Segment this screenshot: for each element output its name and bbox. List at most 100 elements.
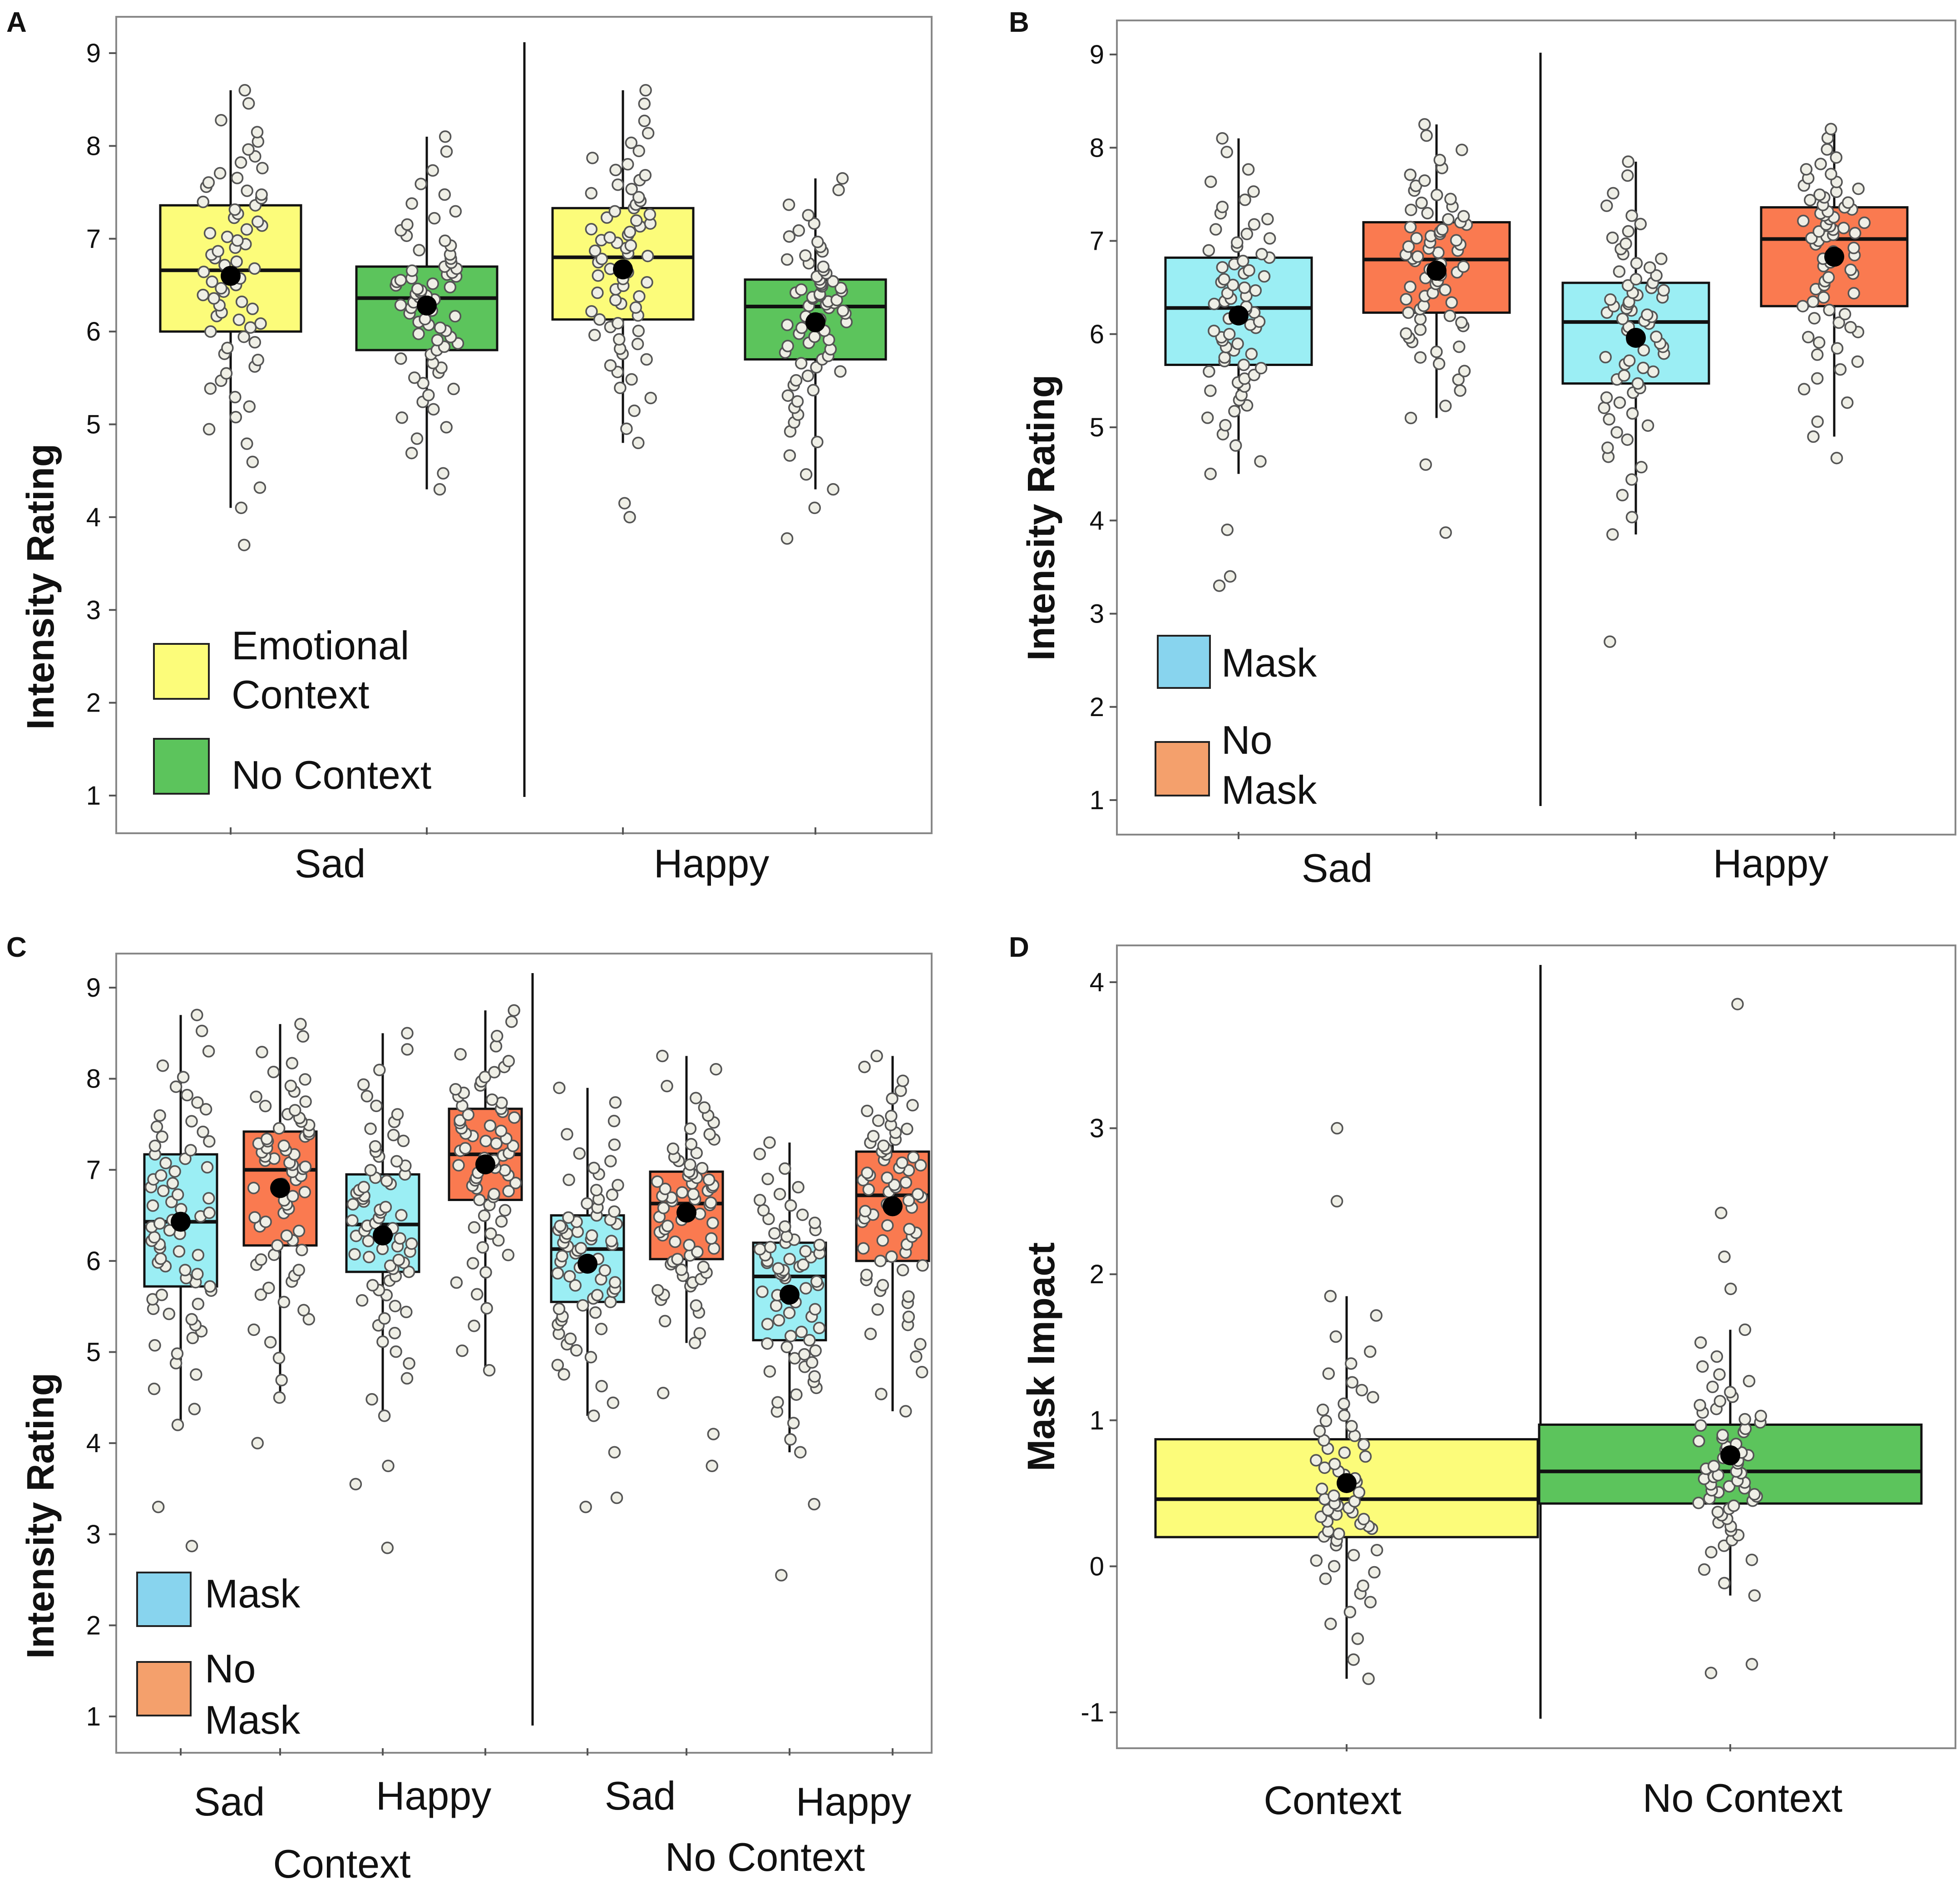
data-point <box>1625 209 1638 222</box>
data-point <box>1405 203 1417 216</box>
box-no-context-happy-mask <box>752 1136 827 1582</box>
data-point <box>1351 1632 1364 1645</box>
data-point <box>154 1252 167 1265</box>
data-point <box>492 1234 505 1247</box>
data-point <box>621 158 634 171</box>
group-label-happy: Happy <box>654 841 769 886</box>
data-point <box>439 130 452 143</box>
panel-label: D <box>1009 932 1029 963</box>
data-point <box>267 1066 280 1078</box>
y-tick-label: 3 <box>86 1520 101 1549</box>
data-point <box>803 1334 816 1347</box>
data-point <box>1797 383 1811 396</box>
data-point <box>1331 1122 1343 1135</box>
data-point <box>148 1339 161 1352</box>
data-point <box>1414 351 1427 364</box>
data-point <box>836 304 849 317</box>
data-point <box>899 1176 913 1189</box>
y-tick-label: 1 <box>86 781 101 811</box>
data-point <box>1708 1459 1720 1473</box>
data-point <box>433 483 446 496</box>
panel-a: A Intensity Rating 1 2 3 4 5 6 7 8 9 Emotional C… <box>6 7 933 886</box>
data-point <box>1231 236 1244 249</box>
data-point <box>1831 342 1844 355</box>
box-happy-mask <box>1561 155 1710 648</box>
data-point <box>782 198 795 211</box>
data-point <box>1738 1323 1752 1336</box>
data-point <box>1439 526 1452 539</box>
data-point <box>585 223 598 236</box>
data-point <box>661 1080 673 1093</box>
data-point <box>1834 363 1847 376</box>
data-point <box>764 1241 777 1254</box>
data-point <box>1226 278 1239 292</box>
data-point <box>454 1048 467 1061</box>
data-point <box>881 1171 894 1184</box>
data-point <box>780 1340 793 1354</box>
data-point <box>1443 309 1456 322</box>
data-point <box>1238 281 1251 294</box>
mean-marker <box>221 266 241 286</box>
data-point <box>609 294 622 307</box>
data-point <box>598 1264 612 1277</box>
data-point <box>203 1280 217 1293</box>
data-point <box>440 145 453 158</box>
data-point <box>813 1321 826 1335</box>
data-point <box>1364 1345 1377 1358</box>
mean-marker <box>270 1178 290 1198</box>
data-point <box>1343 1606 1357 1618</box>
data-point <box>299 1095 312 1108</box>
data-point <box>910 1350 923 1363</box>
data-point <box>369 1140 382 1153</box>
data-point <box>1208 324 1220 337</box>
legend-label-context: Context <box>232 672 369 717</box>
data-point <box>400 1372 414 1385</box>
data-point <box>608 1446 621 1459</box>
data-point <box>373 1063 386 1077</box>
data-point <box>431 334 444 346</box>
data-point <box>1418 118 1431 131</box>
data-point <box>357 1181 370 1193</box>
data-point <box>1622 155 1634 168</box>
data-point <box>836 172 849 185</box>
data-point <box>563 1270 576 1283</box>
data-point <box>191 1009 203 1021</box>
data-point <box>207 292 220 305</box>
data-point <box>1420 129 1433 142</box>
data-point <box>1359 1450 1372 1463</box>
mean-marker <box>1427 261 1447 281</box>
data-point <box>1743 1375 1756 1388</box>
data-point <box>1844 321 1857 334</box>
mean-marker <box>883 1196 903 1216</box>
box-sad-mask <box>1164 132 1313 592</box>
data-point <box>251 126 264 138</box>
data-point <box>1328 1458 1341 1470</box>
data-point <box>1204 384 1217 397</box>
data-point <box>595 1322 608 1335</box>
y-tick-label: 3 <box>86 595 101 625</box>
data-point <box>1711 1505 1724 1518</box>
data-point <box>1345 1357 1358 1370</box>
data-point <box>632 191 645 203</box>
data-point <box>1362 1672 1375 1685</box>
data-point <box>288 1104 301 1117</box>
data-point <box>1400 293 1412 306</box>
data-point <box>651 1175 664 1188</box>
y-tick-label: 1 <box>1090 786 1104 815</box>
data-point <box>157 1184 170 1197</box>
data-point <box>570 1344 583 1357</box>
data-point <box>378 1312 391 1325</box>
y-axis-label: Intensity Rating <box>19 444 62 730</box>
data-point <box>1324 1617 1337 1630</box>
data-point <box>1641 308 1654 321</box>
y-axis-label: Mask Impact <box>1020 1242 1062 1471</box>
data-point <box>1842 196 1855 209</box>
data-point <box>643 208 657 221</box>
data-point <box>907 1151 920 1164</box>
data-point <box>1718 1577 1731 1590</box>
mean-marker <box>1626 327 1646 348</box>
data-point <box>798 1348 811 1361</box>
data-point <box>808 1216 821 1229</box>
data-point <box>392 1253 405 1266</box>
